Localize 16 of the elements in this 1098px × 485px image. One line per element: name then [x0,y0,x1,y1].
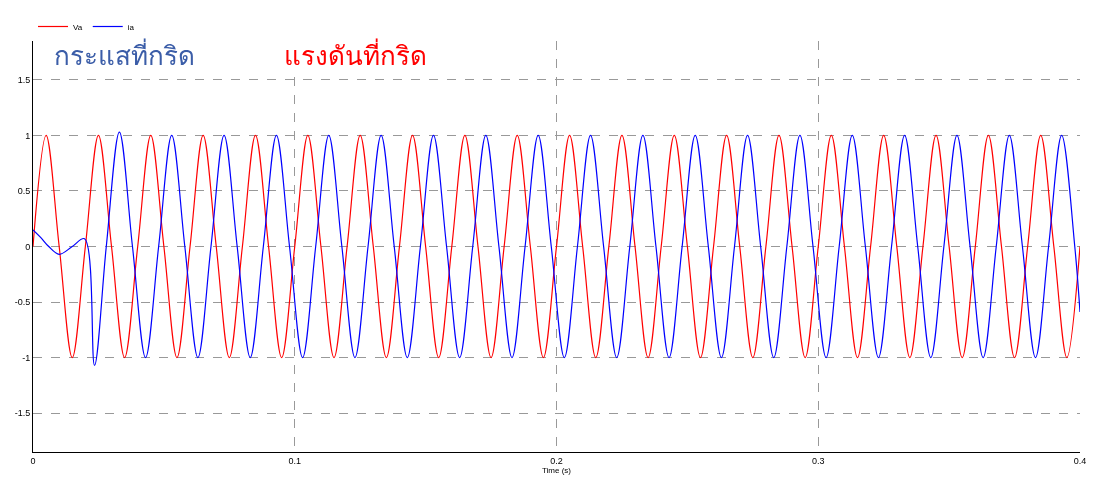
y-tick-label: -0.5 [14,297,31,308]
annotation: แรงดันที่กริด [284,38,427,71]
y-tick-label: 1.5 [17,75,31,86]
x-tick-label: 0.1 [288,455,302,466]
x-tick-label: 0.2 [550,455,563,466]
annotation: กระแสที่กริด [54,38,195,71]
legend-label: Va [73,22,83,32]
x-tick-label: 0.3 [811,455,825,466]
y-tick-label: 0 [25,241,31,252]
x-axis-title: Time (s) [541,465,572,475]
y-tick-label: 0.5 [17,186,31,197]
y-tick-label: -1 [22,352,31,363]
legend-label: ia [127,22,135,32]
x-tick-label: 0.4 [1073,455,1087,466]
y-tick-label: 1 [25,130,31,141]
y-tick-label: -1.5 [14,408,31,419]
